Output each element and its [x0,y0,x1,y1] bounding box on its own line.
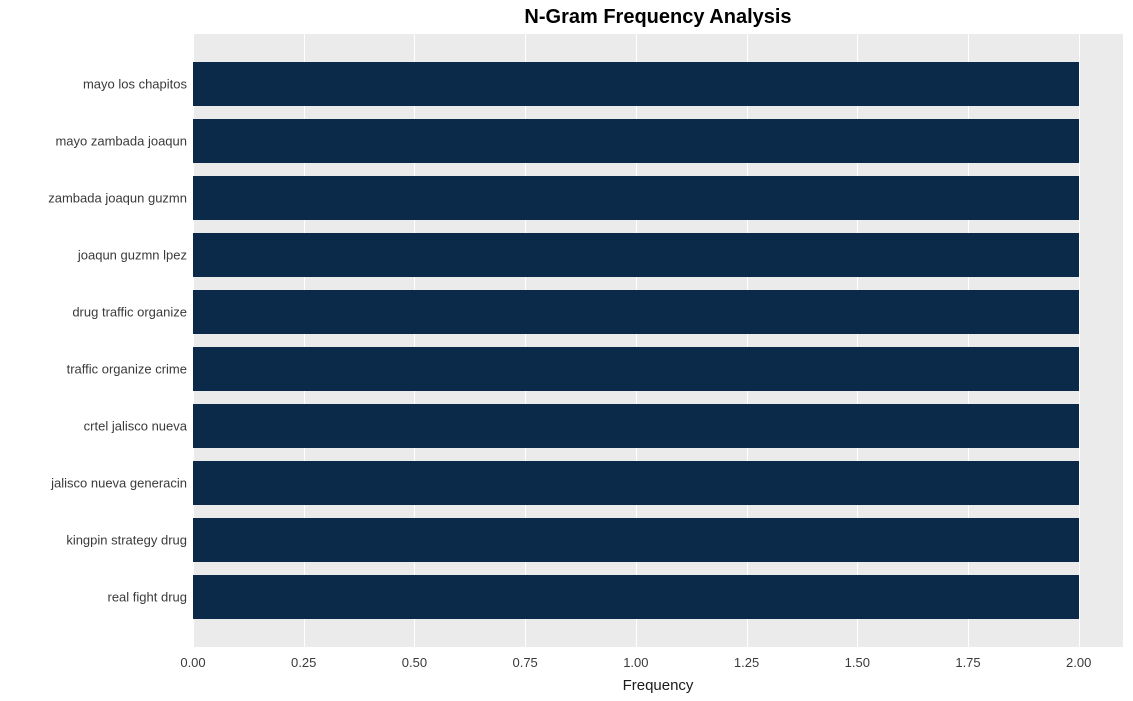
bar [193,404,1079,448]
x-tick-label: 0.00 [180,655,205,670]
y-tick-label: joaqun guzmn lpez [78,247,187,262]
x-tick-label: 1.00 [623,655,648,670]
x-tick-label: 0.50 [402,655,427,670]
chart-title: N-Gram Frequency Analysis [193,6,1123,29]
plot-area [193,34,1123,647]
x-tick-label: 1.75 [955,655,980,670]
bar [193,62,1079,106]
y-tick-label: mayo los chapitos [83,76,187,91]
bar [193,575,1079,619]
y-tick-label: drug traffic organize [72,304,187,319]
y-tick-label: traffic organize crime [67,362,187,377]
bar [193,119,1079,163]
y-tick-label: mayo zambada joaqun [55,133,187,148]
bar [193,347,1079,391]
bar [193,518,1079,562]
y-tick-label: crtel jalisco nueva [84,419,187,434]
bar [193,233,1079,277]
y-tick-label: kingpin strategy drug [66,533,187,548]
y-tick-label: zambada joaqun guzmn [48,190,187,205]
x-tick-label: 1.50 [845,655,870,670]
x-tick-label: 0.75 [512,655,537,670]
bar [193,176,1079,220]
gridline [1079,34,1080,647]
bar [193,461,1079,505]
x-tick-label: 2.00 [1066,655,1091,670]
x-axis-label: Frequency [193,677,1123,694]
x-tick-label: 0.25 [291,655,316,670]
bar [193,290,1079,334]
x-tick-label: 1.25 [734,655,759,670]
y-tick-label: jalisco nueva generacin [51,476,187,491]
y-tick-label: real fight drug [108,590,188,605]
